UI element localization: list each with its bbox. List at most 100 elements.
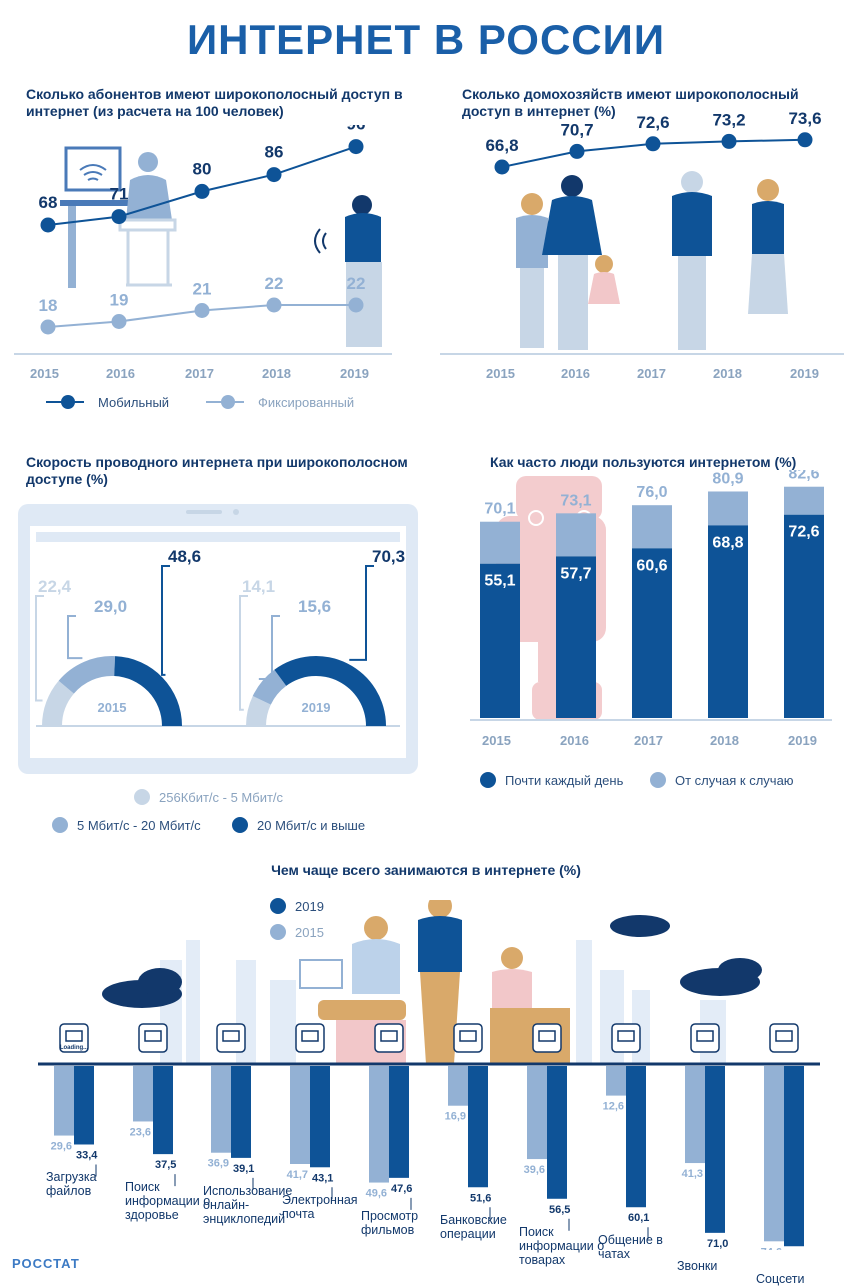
mobile-value-label: 80 (193, 159, 212, 178)
frequency-daily-bar (480, 563, 520, 718)
chart2-x-tick: 2016 (561, 366, 590, 381)
chart1-svg: 68 71 80 86 96 18 19 21 22 22 (14, 125, 392, 355)
chart4-plot: 55,1 70,1 57,7 73,1 60,6 76,0 68,8 80,9 72,6 82,6 (480, 470, 824, 718)
mobile-value-label: 96 (347, 125, 366, 134)
speed-value-label: 14,1 (242, 577, 275, 596)
doctor-icon (138, 1023, 168, 1053)
speed-value-label: 48,6 (168, 547, 201, 566)
fixed-value-label: 18 (39, 296, 58, 315)
shopping-cart-icon (532, 1023, 562, 1053)
speed-leader-line (349, 565, 374, 661)
legend-label: От случая к случаю (675, 772, 794, 788)
chat-icon (611, 1023, 641, 1053)
frequency-occasional-bar (632, 505, 672, 549)
frequency-total-label: 76,0 (636, 484, 667, 501)
speed-2019-segment-0 (246, 695, 271, 726)
activity-2019-label: 60,1 (628, 1212, 649, 1224)
man-with-phone-illustration (314, 195, 382, 347)
chart4-title: Как часто люди пользуются интернетом (%) (490, 454, 797, 470)
legend-swatch (52, 817, 68, 833)
frequency-daily-label: 72,6 (788, 524, 819, 541)
fixed-point (40, 319, 56, 335)
activity-2015-label: 23,6 (130, 1126, 151, 1138)
legend-label: 256Кбит/с - 5 Мбит/с (159, 789, 284, 805)
households-value-label: 66,8 (485, 136, 518, 155)
chart1-legend-mobile: Мобильный (46, 394, 169, 410)
chart4-x-tick: 2018 (710, 733, 739, 748)
households-point (721, 133, 737, 149)
fixed-value-label: 19 (110, 291, 129, 310)
activity-2019-label: 56,5 (549, 1204, 570, 1216)
speed-value-label: 70,3 (372, 547, 405, 566)
clouds-illustration (102, 915, 762, 1008)
info-icon (216, 1023, 246, 1053)
person-at-computer-illustration (60, 146, 177, 288)
chart2-x-tick: 2019 (790, 366, 819, 381)
frequency-daily-label: 57,7 (560, 565, 591, 582)
speed-2015-segment-1 (58, 656, 116, 694)
households-value-label: 73,6 (788, 110, 821, 128)
chart3-legend-low: 256Кбит/с - 5 Мбит/с (134, 789, 283, 805)
legend-label: Почти каждый день (505, 772, 624, 788)
mobile-value-label: 71 (110, 185, 129, 204)
legend-swatch (232, 817, 248, 833)
chart1-x-tick: 2018 (262, 366, 291, 381)
chart4-x-tick: 2017 (634, 733, 663, 748)
activity-2019-bar (74, 1066, 94, 1145)
frequency-occasional-bar (784, 486, 824, 515)
frequency-total-label: 70,1 (484, 501, 515, 518)
chart2-x-tick: 2015 (486, 366, 515, 381)
chart4-x-tick: 2019 (788, 733, 817, 748)
activity-category-label: Соцсети (756, 1272, 805, 1286)
chart1-x-tick: 2016 (106, 366, 135, 381)
activity-2015-bar (133, 1066, 153, 1122)
speed-2019-segment-2 (274, 656, 386, 726)
activity-2019-label: 43,1 (312, 1172, 333, 1184)
legend-label: 2019 (295, 898, 324, 914)
mobile-point (266, 167, 282, 183)
speed-value-label: 22,4 (38, 577, 72, 596)
activity-2019-bar (784, 1066, 804, 1247)
chart1-x-axis: 2015 2016 2017 2018 2019 (0, 366, 430, 386)
mobile-point (40, 217, 56, 233)
chart5-legend-2019: 2019 (270, 898, 324, 914)
frequency-occasional-bar (480, 521, 520, 564)
activity-2015-bar (527, 1066, 547, 1160)
speed-value-label: 15,6 (298, 597, 331, 616)
legend-line-dot-dark (46, 395, 84, 409)
chart2-x-tick: 2017 (637, 366, 666, 381)
fixed-value-label: 22 (347, 274, 366, 293)
activity-2015-label: 41,7 (287, 1169, 308, 1181)
frequency-total-label: 73,1 (560, 492, 591, 509)
speed-year-label: 2015 (98, 700, 127, 715)
chart1-legend-fixed: Фиксированный (206, 394, 354, 410)
frequency-daily-bar (556, 556, 596, 718)
activity-2019-bar (705, 1066, 725, 1233)
chart5-plot: 29,6 33,4 Loading... 23,6 37,5 36,9 39,1 41,7 43… (51, 1023, 804, 1250)
chart2-x-axis: 2015 2016 2017 2018 2019 (440, 366, 852, 386)
bank-card-icon (453, 1023, 483, 1053)
chart1-x-tick: 2017 (185, 366, 214, 381)
households-point (494, 159, 510, 175)
frequency-daily-label: 55,1 (484, 573, 515, 590)
chart3-svg: 2015 22,4 29,0 48,6 2019 14,1 15,6 70,3 (18, 504, 418, 774)
chart5-legend-2015: 2015 (270, 924, 324, 940)
chart1-x-tick: 2015 (30, 366, 59, 381)
legend-label: 5 Мбит/с - 20 Мбит/с (77, 817, 201, 833)
fixed-point (266, 297, 282, 313)
frequency-total-label: 80,9 (712, 470, 743, 487)
activity-2015-bar (448, 1066, 468, 1106)
chart2-x-tick: 2018 (713, 366, 742, 381)
frequency-daily-bar (632, 548, 672, 718)
frequency-total-label: 82,6 (788, 470, 819, 483)
fixed-value-label: 21 (193, 280, 212, 299)
video-icon (374, 1023, 404, 1053)
activity-2015-bar (606, 1066, 626, 1096)
activity-2019-bar (626, 1066, 646, 1208)
loading-icon: Loading... (59, 1023, 89, 1053)
chart5-title: Чем чаще всего занимаются в интернете (%… (271, 862, 581, 878)
fixed-point (348, 297, 364, 313)
speed-leader-line (161, 565, 170, 676)
households-point (797, 132, 813, 148)
chart3-title: Скорость проводного интернета при широко… (26, 454, 408, 487)
